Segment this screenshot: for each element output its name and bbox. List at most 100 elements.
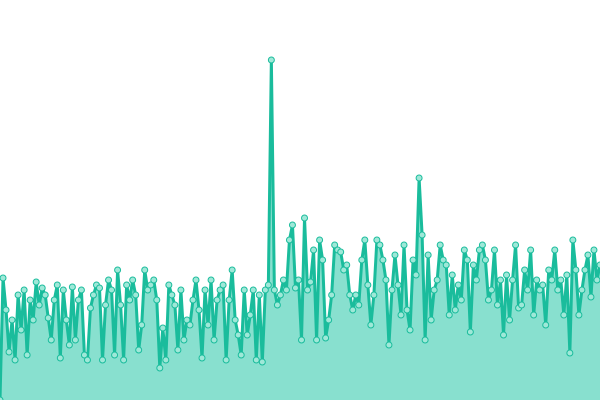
data-point <box>86 304 94 312</box>
data-point <box>533 276 541 284</box>
data-point <box>406 326 414 334</box>
data-point <box>144 286 152 294</box>
data-point <box>201 286 209 294</box>
data-point <box>147 281 155 289</box>
data-point <box>38 284 46 292</box>
data-point <box>35 301 43 309</box>
data-point <box>108 286 116 294</box>
data-point <box>198 354 206 362</box>
data-point <box>207 276 215 284</box>
data-point <box>557 276 565 284</box>
data-point <box>126 296 134 304</box>
data-point <box>189 296 197 304</box>
data-point <box>391 251 399 259</box>
data-point <box>469 261 477 269</box>
data-point <box>539 281 547 289</box>
data-point <box>29 316 37 324</box>
data-point <box>192 276 200 284</box>
data-point <box>228 266 236 274</box>
data-point <box>41 291 49 299</box>
data-point <box>23 351 31 359</box>
data-point <box>204 321 212 329</box>
data-point <box>503 271 511 279</box>
data-point <box>343 261 351 269</box>
data-point <box>545 266 553 274</box>
data-point <box>270 286 278 294</box>
data-point <box>527 246 535 254</box>
data-point <box>14 291 22 299</box>
data-point <box>322 334 330 342</box>
data-point <box>569 236 577 244</box>
data-point <box>210 336 218 344</box>
area-fill <box>0 60 600 400</box>
data-point <box>325 316 333 324</box>
data-point <box>506 316 514 324</box>
data-point <box>162 356 170 364</box>
data-point <box>150 276 158 284</box>
data-point <box>102 301 110 309</box>
data-point <box>156 364 164 372</box>
data-point <box>500 331 508 339</box>
data-point <box>252 356 260 364</box>
data-point <box>77 286 85 294</box>
data-point <box>123 281 131 289</box>
data-point <box>512 241 520 249</box>
data-point <box>225 296 233 304</box>
data-point <box>394 281 402 289</box>
data-point <box>47 336 55 344</box>
data-point <box>433 276 441 284</box>
data-point <box>159 324 167 332</box>
data-point <box>249 286 257 294</box>
data-point <box>237 351 245 359</box>
data-point <box>415 174 423 182</box>
data-point <box>409 256 417 264</box>
data-point <box>240 286 248 294</box>
data-point <box>385 341 393 349</box>
data-point <box>493 301 501 309</box>
data-point <box>32 278 40 286</box>
data-point <box>111 351 119 359</box>
data-point <box>59 286 67 294</box>
data-point <box>213 296 221 304</box>
data-point <box>288 221 296 229</box>
data-point <box>114 266 122 274</box>
data-point <box>509 276 517 284</box>
data-points <box>0 56 600 400</box>
data-point <box>261 286 269 294</box>
data-point <box>490 246 498 254</box>
data-point <box>460 246 468 254</box>
data-point <box>171 301 179 309</box>
data-point <box>439 256 447 264</box>
data-point <box>153 296 161 304</box>
data-point <box>255 291 263 299</box>
data-point <box>50 296 58 304</box>
data-point <box>222 356 230 364</box>
data-point <box>346 291 354 299</box>
data-point <box>2 306 10 314</box>
data-point <box>596 261 600 269</box>
data-point <box>62 316 70 324</box>
data-point <box>584 251 592 259</box>
data-point <box>68 283 76 291</box>
data-point <box>451 306 459 314</box>
data-point <box>8 316 16 324</box>
data-point <box>560 311 568 319</box>
data-point <box>83 356 91 364</box>
data-point <box>174 346 182 354</box>
data-point <box>177 286 185 294</box>
data-point <box>466 328 474 336</box>
data-point <box>566 349 574 357</box>
data-point <box>361 236 369 244</box>
data-point <box>340 266 348 274</box>
data-point <box>273 301 281 309</box>
data-point <box>358 256 366 264</box>
data-point <box>472 276 480 284</box>
data-point <box>138 321 146 329</box>
data-point <box>355 301 363 309</box>
data-point <box>246 311 254 319</box>
data-point <box>219 281 227 289</box>
data-point <box>376 241 384 249</box>
series-line <box>0 58 600 400</box>
data-point <box>403 306 411 314</box>
data-point <box>445 311 453 319</box>
